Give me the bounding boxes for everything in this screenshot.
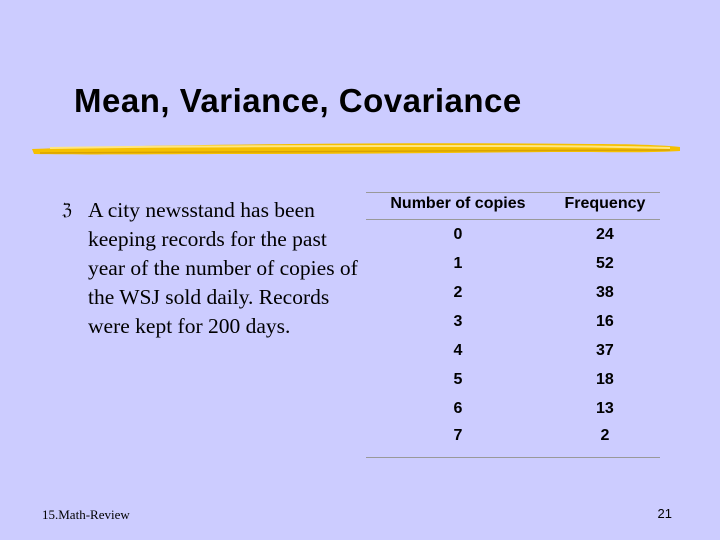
cell-copies: 7	[366, 423, 550, 458]
z-bullet-icon: ℨ	[62, 200, 72, 219]
cell-copies: 1	[453, 254, 463, 272]
table-row: 4 37	[366, 336, 660, 365]
header-number-of-copies: Number of copies	[366, 192, 550, 220]
cell-frequency: 37	[596, 341, 614, 359]
cell-frequency: 38	[596, 283, 614, 301]
frequency-table: Number of copies Frequency 0 24 1 52 2 3…	[366, 192, 660, 458]
table-row: 1 52	[366, 249, 660, 278]
cell-frequency: 13	[596, 399, 614, 417]
cell-copies: 0	[453, 225, 463, 243]
cell-frequency: 18	[596, 370, 614, 388]
cell-frequency: 52	[596, 254, 614, 272]
cell-frequency: 24	[596, 225, 614, 243]
title-underline-decoration	[32, 143, 680, 155]
cell-copies: 5	[453, 370, 463, 388]
cell-copies: 4	[453, 341, 463, 359]
table-row: 0 24	[366, 220, 660, 250]
cell-copies: 6	[453, 399, 463, 417]
cell-copies: 3	[453, 312, 463, 330]
table-row: 3 16	[366, 307, 660, 336]
table-row: 6 13	[366, 394, 660, 423]
table-header-row: Number of copies Frequency	[366, 192, 660, 220]
table-row: 5 18	[366, 365, 660, 394]
cell-frequency: 2	[549, 423, 660, 458]
bullet-text: A city newsstand has been keeping record…	[88, 198, 358, 338]
page-number: 21	[657, 506, 672, 521]
header-frequency: Frequency	[549, 192, 660, 220]
slide-title: Mean, Variance, Covariance	[74, 82, 522, 119]
table-row: 7 2	[366, 423, 660, 458]
table-row: 2 38	[366, 278, 660, 307]
cell-frequency: 16	[596, 312, 614, 330]
cell-copies: 2	[453, 283, 463, 301]
bullet-item: ℨ A city newsstand has been keeping reco…	[62, 196, 362, 341]
footer-course-label: 15.Math-Review	[42, 507, 130, 522]
